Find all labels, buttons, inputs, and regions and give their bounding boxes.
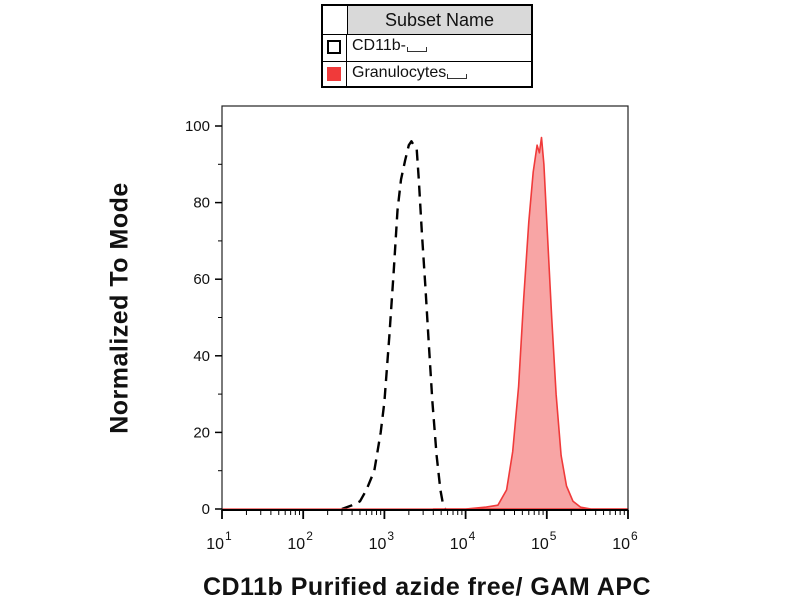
legend-item-label: Granulocytes	[352, 64, 468, 82]
x-tick-label: 10	[206, 536, 224, 553]
blank-field-icon	[406, 47, 427, 52]
x-tick-label: 10	[612, 536, 630, 553]
y-tick-label: 80	[193, 195, 210, 212]
legend-item-label: CD11b-	[352, 37, 427, 55]
filled-square-swatch-icon	[327, 67, 341, 81]
legend-label-text: Granulocytes	[352, 64, 447, 81]
y-tick-label: 60	[193, 271, 210, 288]
y-tick-label: 40	[193, 348, 210, 365]
x-tick-exponent: 5	[550, 529, 557, 543]
open-square-swatch-icon	[327, 40, 341, 54]
legend-item-cd11b: CD11b-	[323, 34, 531, 61]
series-layer	[222, 136, 629, 511]
legend: Subset Name CD11b- Granulocytes	[321, 4, 533, 88]
x-tick-label: 10	[369, 536, 387, 553]
y-tick-label: 0	[202, 501, 210, 518]
x-tick-exponent: 2	[306, 529, 313, 543]
legend-swatch-cell	[323, 35, 347, 61]
x-tick-label: 10	[450, 536, 468, 553]
plot-frame	[221, 105, 629, 511]
legend-swatch-cell	[323, 62, 347, 88]
x-tick-exponent: 1	[225, 529, 232, 543]
x-axis-label: CD11b Purified azide free/ GAM APC	[202, 573, 652, 601]
series-cd11b-dashed-line	[341, 140, 447, 511]
series-granulocytes-area	[432, 136, 629, 510]
x-tick-label: 10	[287, 536, 305, 553]
blank-field-icon	[447, 74, 468, 79]
y-axis-label: Normalized To Mode	[105, 182, 134, 434]
legend-item-granulocytes: Granulocytes	[323, 61, 531, 88]
x-tick-exponent: 3	[387, 529, 394, 543]
y-tick-label: 20	[193, 424, 210, 441]
x-tick-exponent: 4	[469, 529, 476, 543]
x-tick-label: 10	[531, 536, 549, 553]
x-tick-exponent: 6	[631, 529, 638, 543]
legend-header: Subset Name	[347, 6, 531, 35]
legend-label-text: CD11b-	[352, 37, 406, 54]
y-tick-label: 100	[185, 118, 210, 135]
